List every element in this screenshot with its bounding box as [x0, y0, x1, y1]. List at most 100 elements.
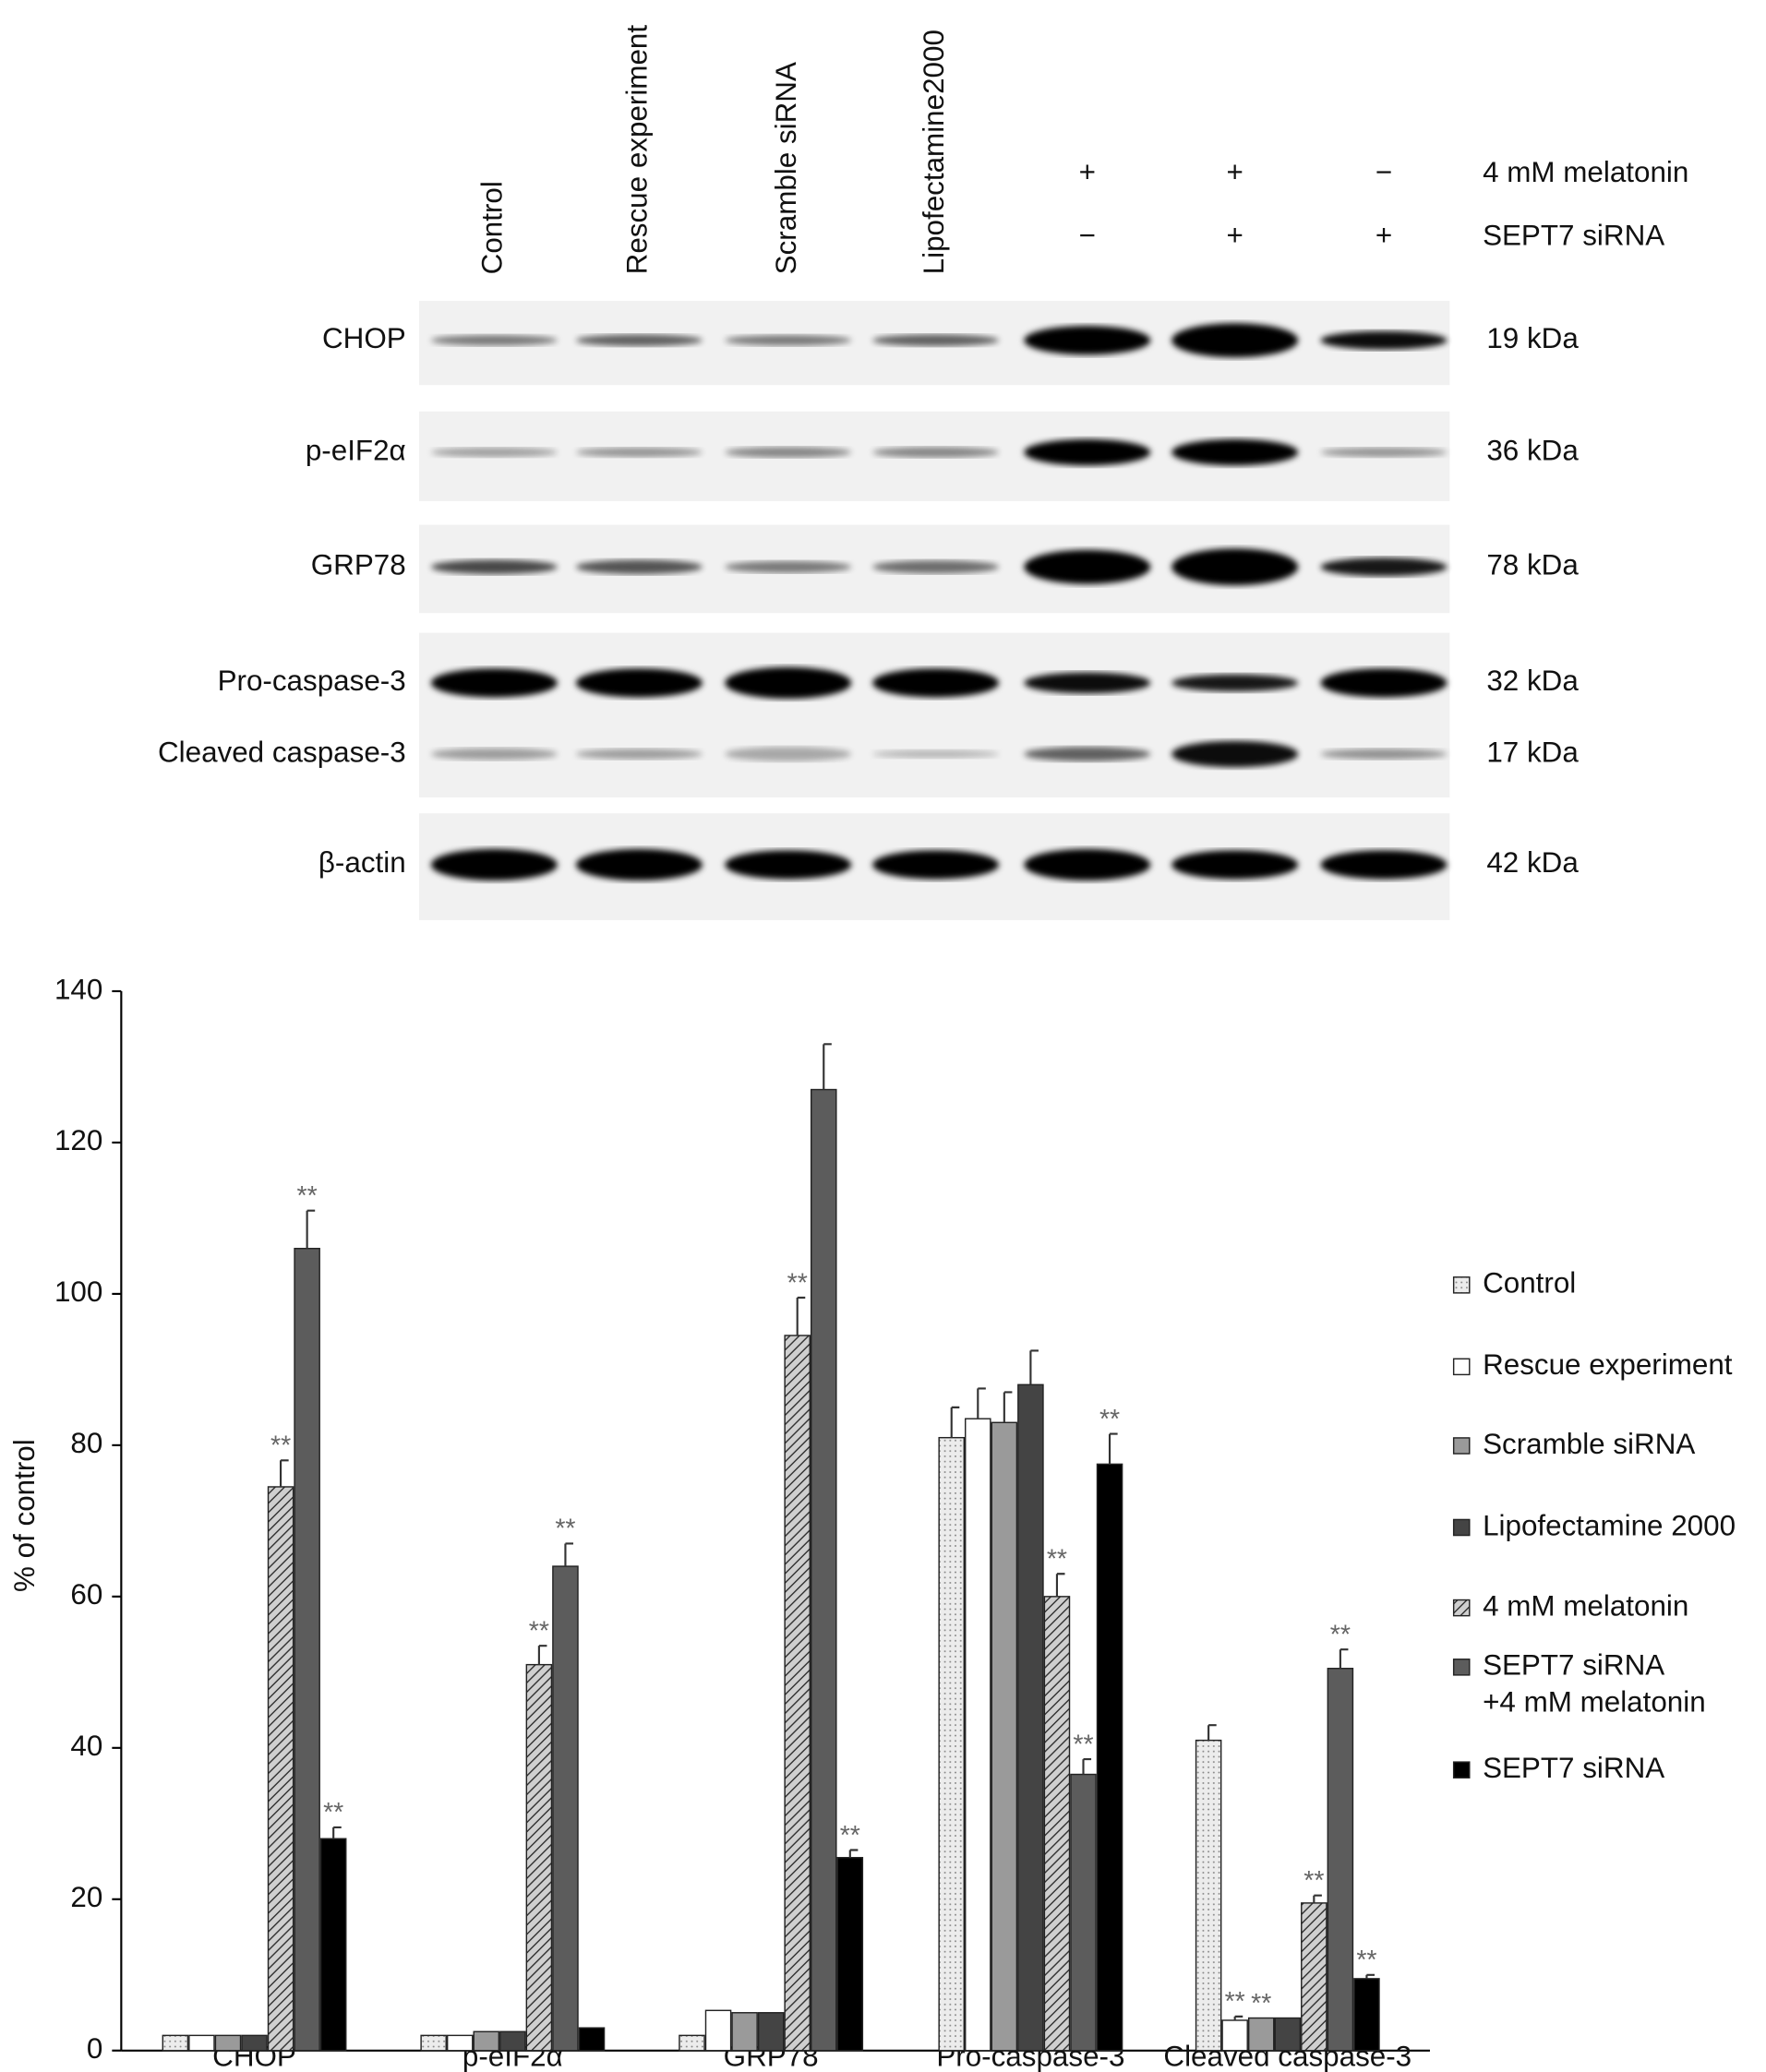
band	[575, 448, 703, 458]
bar	[757, 2012, 785, 2052]
error-bar	[1082, 1758, 1092, 1775]
band	[1320, 749, 1448, 760]
band	[872, 668, 1000, 698]
bar	[525, 1663, 553, 2052]
bar	[965, 1418, 991, 2052]
error-bar	[564, 1542, 574, 1567]
y-tick-label: 100	[54, 1276, 102, 1308]
band	[1024, 672, 1151, 694]
western-blot: Control Rescue experiment Scramble siRNA Li…	[158, 25, 1688, 920]
error-bar	[796, 1296, 806, 1335]
bar	[784, 1335, 811, 2052]
band	[430, 668, 558, 698]
band	[1024, 326, 1151, 355]
bar	[241, 2034, 268, 2052]
band	[725, 335, 852, 346]
bar	[836, 1856, 864, 2052]
band	[430, 335, 558, 346]
band	[1320, 668, 1448, 698]
lane-label: Rescue experiment	[621, 25, 654, 275]
significance: **	[1251, 1989, 1271, 2018]
treatment-sign: −	[1376, 156, 1392, 188]
band	[872, 334, 1000, 347]
bar	[679, 2034, 705, 2052]
y-tick-label: 80	[70, 1427, 102, 1459]
band	[575, 668, 703, 698]
legend-label: Control	[1483, 1267, 1576, 1299]
protein-label: GRP78	[311, 549, 406, 581]
treatment-sign: +	[1227, 156, 1243, 188]
bar	[1195, 1739, 1222, 2052]
legend-swatch	[1452, 1358, 1471, 1376]
band	[872, 749, 1000, 759]
band	[1024, 848, 1151, 881]
kda-label: 42 kDa	[1486, 846, 1579, 879]
significance: **	[787, 1268, 808, 1298]
kda-label: 17 kDa	[1486, 736, 1579, 768]
band	[1171, 323, 1299, 358]
bar	[1274, 2017, 1302, 2052]
significance: **	[529, 1616, 549, 1646]
band	[872, 447, 1000, 458]
y-tick-label: 40	[70, 1730, 102, 1762]
lane-label: Scramble siRNA	[770, 62, 802, 274]
band	[1024, 438, 1151, 466]
error-bar	[848, 1849, 859, 1858]
legend-swatch	[1452, 1761, 1471, 1779]
error-bar	[332, 1826, 342, 1839]
error-bar	[1108, 1432, 1118, 1465]
bar	[1070, 1773, 1097, 2052]
treatment-label: 4 mM melatonin	[1483, 156, 1688, 188]
protein-label: β-actin	[318, 846, 406, 879]
bar	[1221, 2019, 1248, 2052]
band	[725, 850, 852, 880]
treatment-sign: −	[1079, 220, 1096, 252]
error-bar	[1207, 1724, 1217, 1741]
band	[430, 448, 558, 458]
significance: **	[1073, 1730, 1093, 1759]
bar	[1043, 1596, 1071, 2052]
significance: **	[270, 1431, 291, 1461]
band	[575, 749, 703, 760]
band	[1171, 438, 1299, 466]
error-bar	[537, 1645, 547, 1665]
significance: **	[1330, 1621, 1351, 1650]
band	[575, 334, 703, 347]
error-bar	[280, 1459, 289, 1487]
y-axis-label: % of control	[8, 1439, 41, 1592]
legend-label: Rescue experiment	[1483, 1348, 1733, 1381]
bar	[1327, 1668, 1354, 2052]
legend-label: Scramble siRNA	[1483, 1428, 1695, 1460]
error-bar	[1003, 1391, 1013, 1423]
bar	[446, 2034, 474, 2052]
treatment-sign: +	[1227, 220, 1243, 252]
band	[872, 560, 1000, 574]
bar	[1096, 1463, 1123, 2052]
y-tick-label: 0	[87, 2032, 102, 2065]
band	[725, 666, 852, 700]
bar	[704, 2009, 732, 2052]
band	[872, 850, 1000, 880]
legend-label: SEPT7 siRNA +4 mM melatonin	[1483, 1649, 1706, 1719]
kda-label: 19 kDa	[1486, 322, 1579, 354]
protein-label: Pro-caspase-3	[218, 665, 406, 697]
error-bar	[1313, 1894, 1322, 1903]
y-tick-label: 140	[54, 973, 102, 1005]
bar	[731, 2012, 758, 2052]
bar	[578, 2027, 606, 2052]
band	[1024, 549, 1151, 584]
significance: **	[297, 1181, 318, 1211]
significance: **	[1225, 1987, 1245, 2017]
band	[1320, 448, 1448, 458]
y-tick-label: 60	[70, 1578, 102, 1611]
kda-label: 32 kDa	[1486, 665, 1579, 697]
legend-swatch	[1452, 1659, 1471, 1676]
legend-swatch	[1452, 1518, 1471, 1537]
bar	[319, 1838, 347, 2052]
protein-label: Cleaved caspase-3	[158, 736, 406, 768]
band	[575, 848, 703, 881]
band	[1171, 674, 1299, 692]
